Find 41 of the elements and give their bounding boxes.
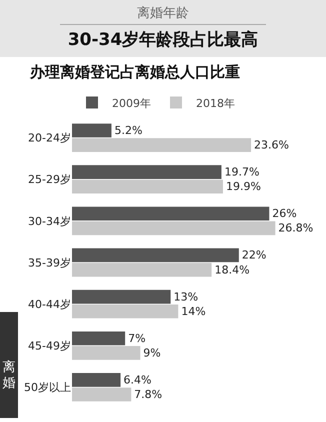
data-label: 13% [174, 290, 198, 304]
bar [72, 373, 121, 387]
bar [72, 221, 276, 236]
data-label: 26% [272, 207, 297, 220]
text: 办理离婚登记占离婚总人口比重 [28, 62, 241, 82]
bar [72, 388, 132, 402]
text: 离婚 [2, 360, 16, 392]
data-label: 5.2% [114, 124, 142, 138]
y-tick-label: 35-39岁 [28, 256, 71, 270]
data-label: 14% [181, 304, 206, 318]
y-tick-label: 40-44岁 [28, 298, 71, 311]
bar [72, 206, 270, 221]
data-label: 19.7% [224, 166, 260, 179]
bar [72, 180, 223, 194]
legend-label: 2009年 [112, 96, 151, 110]
bar [72, 304, 178, 318]
data-label: 7.8% [134, 388, 162, 401]
bar [72, 138, 252, 152]
data-label: 6.4% [124, 373, 152, 386]
chart-title: 离婚年龄 [60, 4, 266, 25]
bar [72, 124, 112, 138]
legend-label: 2018年 [196, 96, 235, 110]
data-label: 22% [242, 248, 266, 262]
y-tick-label: 50岁以上 [24, 381, 71, 394]
data-label: 26.8% [278, 222, 314, 235]
data-label: 23.6% [254, 138, 289, 152]
y-tick-label: 30-34岁 [28, 214, 71, 228]
data-label: 7% [128, 332, 146, 345]
bar [72, 262, 212, 277]
data-label: 19.9% [226, 180, 261, 194]
bar [72, 331, 126, 346]
bar [72, 290, 171, 304]
bar [72, 248, 239, 262]
data-label: 18.4% [214, 263, 250, 276]
chart-subtitle: 30-34岁年龄段占比最高 [66, 29, 260, 51]
y-tick-label: 45-49岁 [28, 339, 71, 352]
data-label: 9% [143, 346, 161, 360]
y-tick-label: 20-24岁 [28, 132, 71, 145]
y-tick-label: 25-29岁 [28, 173, 71, 186]
bar [72, 165, 222, 179]
bar [72, 346, 140, 360]
